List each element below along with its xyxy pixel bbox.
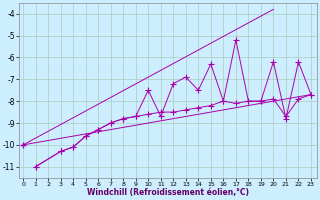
X-axis label: Windchill (Refroidissement éolien,°C): Windchill (Refroidissement éolien,°C) xyxy=(87,188,249,197)
